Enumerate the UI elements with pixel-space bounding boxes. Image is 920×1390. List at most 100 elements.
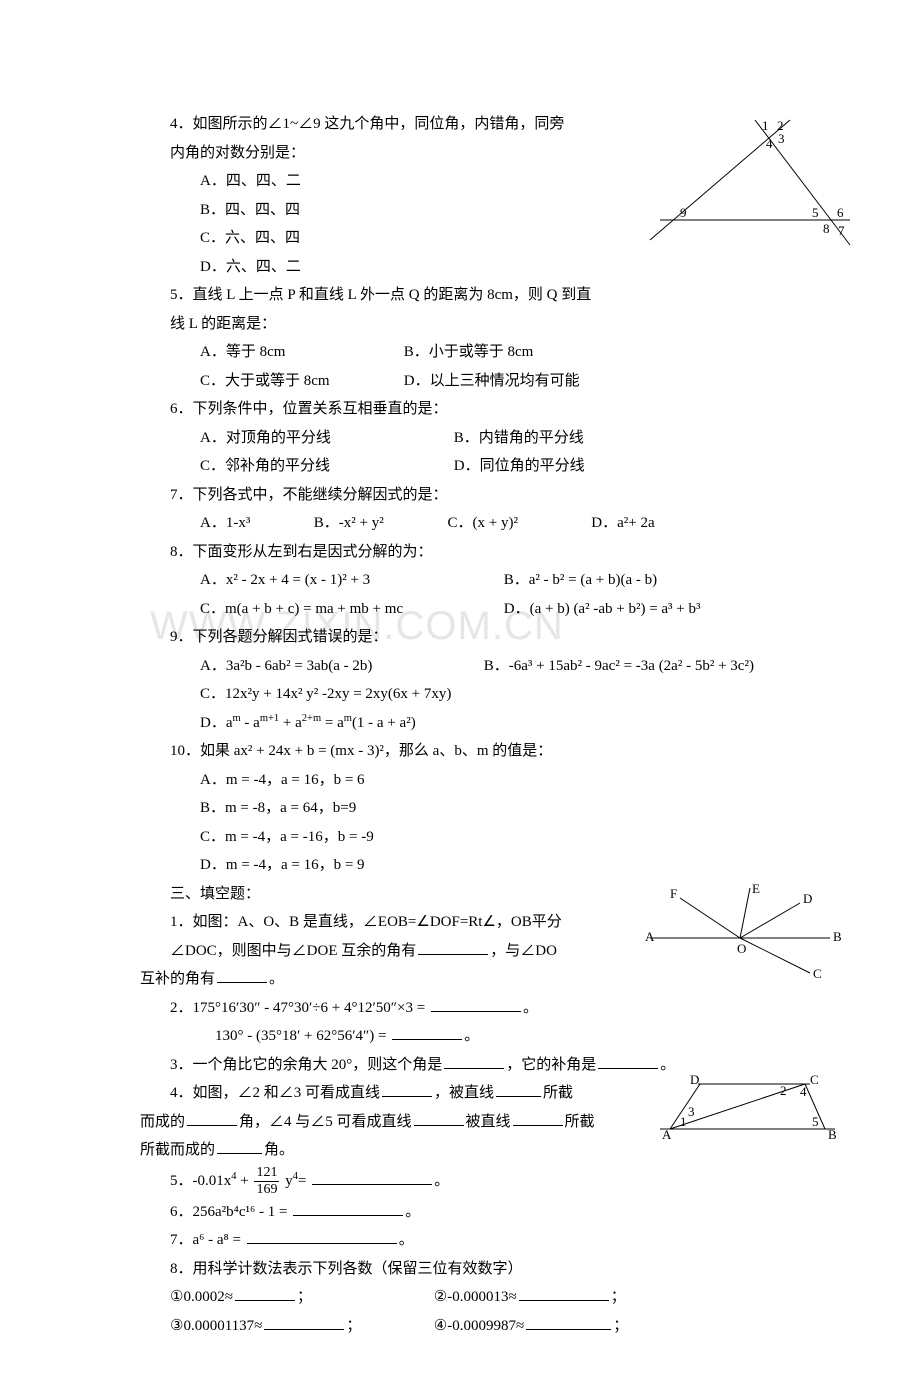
q7-stem: 7．下列各式中，不能继续分解因式的是： xyxy=(170,487,448,503)
svg-text:F: F xyxy=(670,886,677,901)
q4-figure: 1 2 3 4 5 6 7 8 9 xyxy=(640,110,860,250)
s3q4-c0: 所截 xyxy=(543,1085,573,1101)
s3q3-a: 3．一个角比它的余角大 20°，则这个角是 xyxy=(170,1057,442,1073)
svg-text:D: D xyxy=(803,891,812,906)
blank xyxy=(526,1314,611,1330)
page-content: 4．如图所示的∠1~∠9 这九个角中，同位角，内错角，同旁内角的对数分别是： A… xyxy=(140,110,830,1340)
s3q4-g: 角。 xyxy=(264,1142,294,1158)
q8-C: C．m(a + b + c) = ma + mb + mc xyxy=(200,601,403,617)
q7-B: B．-x² + y² xyxy=(314,515,384,531)
s3q7-a: 7．a⁶ - a⁸ = xyxy=(170,1232,245,1248)
svg-text:E: E xyxy=(752,883,760,896)
q10-C: C．m = -4，a = -16，b = -9 xyxy=(200,829,374,845)
s3q4-f2: 所截而成的 xyxy=(140,1142,215,1158)
svg-text:7: 7 xyxy=(838,223,845,238)
s3q1-c: 互补的角有 xyxy=(140,971,215,987)
s3q4-f: 所截 xyxy=(565,1114,595,1130)
s3q1-b: ，与∠DO xyxy=(490,943,557,959)
s3q6-end: 。 xyxy=(405,1204,420,1220)
q8-D: D．(a + b) (a² -ab + b²) = a³ + b³ xyxy=(504,601,701,617)
svg-text:B: B xyxy=(828,1127,837,1142)
blank xyxy=(598,1053,658,1069)
q9-B: B．-6a³ + 15ab² - 9ac² = -3a (2a² - 5b² +… xyxy=(484,658,754,674)
svg-text:A: A xyxy=(662,1127,672,1142)
q10-D: D．m = -4，a = 16，b = 9 xyxy=(200,857,365,873)
svg-text:6: 6 xyxy=(837,205,844,220)
svg-text:5: 5 xyxy=(812,205,819,220)
q5-D: D．以上三种情况均有可能 xyxy=(404,373,580,389)
s3q5-end: 。 xyxy=(434,1173,449,1189)
s3q4-c: 而成的 xyxy=(140,1114,185,1130)
blank xyxy=(496,1081,541,1097)
blank xyxy=(217,1138,262,1154)
q10-stem: 10．如果 ax² + 24x + b = (mx - 3)²，那么 a、b、m… xyxy=(170,743,552,759)
svg-text:3: 3 xyxy=(688,1104,695,1119)
s3q4-figure: A B C D 1 2 3 4 5 xyxy=(650,1074,850,1144)
s3q1-end: 。 xyxy=(269,971,284,987)
q6-A: A．对顶角的平分线 xyxy=(200,430,331,446)
s3q8-3a: ③0.00001137≈ xyxy=(170,1318,262,1334)
q9-D: D．am - am+1 + a2+m = am(1 - a + a²) xyxy=(200,715,416,731)
q10-A: A．m = -4，a = 16，b = 6 xyxy=(200,772,365,788)
svg-text:B: B xyxy=(833,929,842,944)
svg-text:C: C xyxy=(813,966,822,981)
s3q5: 5．-0.01x4 + 121169 y4= xyxy=(170,1173,310,1189)
s3q8-1b: ； xyxy=(297,1289,312,1305)
q4-stem: 4．如图所示的∠1~∠9 这九个角中，同位角，内错角，同旁内角的对数分别是： xyxy=(170,116,564,161)
s3q7-end: 。 xyxy=(399,1232,414,1248)
s3q1-figure: A B C D E F O xyxy=(640,883,850,983)
q9-A: A．3a²b - 6ab² = 3ab(a - 2b) xyxy=(200,658,372,674)
svg-text:O: O xyxy=(737,941,746,956)
svg-text:A: A xyxy=(645,929,655,944)
svg-text:3: 3 xyxy=(778,131,785,146)
q6-B: B．内错角的平分线 xyxy=(454,430,584,446)
svg-text:4: 4 xyxy=(766,136,773,151)
blank xyxy=(187,1110,237,1126)
blank xyxy=(293,1200,403,1216)
blank xyxy=(382,1081,432,1097)
s3q3-b: ，它的补角是 xyxy=(506,1057,596,1073)
blank xyxy=(264,1314,344,1330)
q8-A: A．x² - 2x + 4 = (x - 1)² + 3 xyxy=(200,572,370,588)
svg-text:5: 5 xyxy=(812,1114,819,1129)
blank xyxy=(431,996,521,1012)
q5-B: B．小于或等于 8cm xyxy=(404,344,534,360)
blank xyxy=(217,967,267,983)
sec3-title: 三、填空题： xyxy=(170,886,260,902)
q4-C: C．六、四、四 xyxy=(200,230,300,246)
q8-stem: 8．下面变形从左到右是因式分解的为： xyxy=(170,544,433,560)
s3q2-l1end: 。 xyxy=(523,1000,538,1016)
blank xyxy=(235,1285,295,1301)
svg-text:C: C xyxy=(810,1074,819,1087)
blank xyxy=(392,1024,462,1040)
q5-stem: 5．直线 L 上一点 P 和直线 L 外一点 Q 的距离为 8cm，则 Q 到直… xyxy=(170,287,591,332)
blank xyxy=(312,1169,432,1185)
q5-A: A．等于 8cm xyxy=(200,344,285,360)
q7-A: A．1-x³ xyxy=(200,515,250,531)
s3q8-1a: ①0.0002≈ xyxy=(170,1289,233,1305)
blank xyxy=(513,1110,563,1126)
s3q2-l2: 130° - (35°18′ + 62°56′4″) = xyxy=(215,1028,390,1044)
svg-text:D: D xyxy=(690,1074,699,1087)
s3q4-b: ，被直线 xyxy=(434,1085,494,1101)
s3q6-a: 6．256a²b⁴c¹⁶ - 1 = xyxy=(170,1204,291,1220)
s3q4-e: 被直线 xyxy=(466,1114,511,1130)
q7-C: C．(x + y)² xyxy=(448,515,518,531)
s3q2-l2end: 。 xyxy=(464,1028,479,1044)
s3q3-end: 。 xyxy=(660,1057,675,1073)
q6-D: D．同位角的平分线 xyxy=(454,458,585,474)
q10-B: B．m = -8，a = 64，b=9 xyxy=(200,800,356,816)
s3q8-2b: ； xyxy=(611,1289,626,1305)
s3q8-stem: 8．用科学计数法表示下列各数（保留三位有效数字） xyxy=(170,1261,523,1277)
svg-text:1: 1 xyxy=(680,1114,687,1129)
svg-text:1: 1 xyxy=(762,118,769,133)
q5-C: C．大于或等于 8cm xyxy=(200,373,330,389)
q4-D: D．六、四、二 xyxy=(200,259,301,275)
svg-text:8: 8 xyxy=(823,221,830,236)
q6-stem: 6．下列条件中，位置关系互相垂直的是： xyxy=(170,401,448,417)
blank xyxy=(418,939,488,955)
q4-B: B．四、四、四 xyxy=(200,202,300,218)
q8-B: B．a² - b² = (a + b)(a - b) xyxy=(504,572,657,588)
s3q2-l1: 2．175°16′30″ - 47°30′÷6 + 4°12′50″×3 = xyxy=(170,1000,429,1016)
s3q8-2a: ②-0.000013≈ xyxy=(434,1289,517,1305)
